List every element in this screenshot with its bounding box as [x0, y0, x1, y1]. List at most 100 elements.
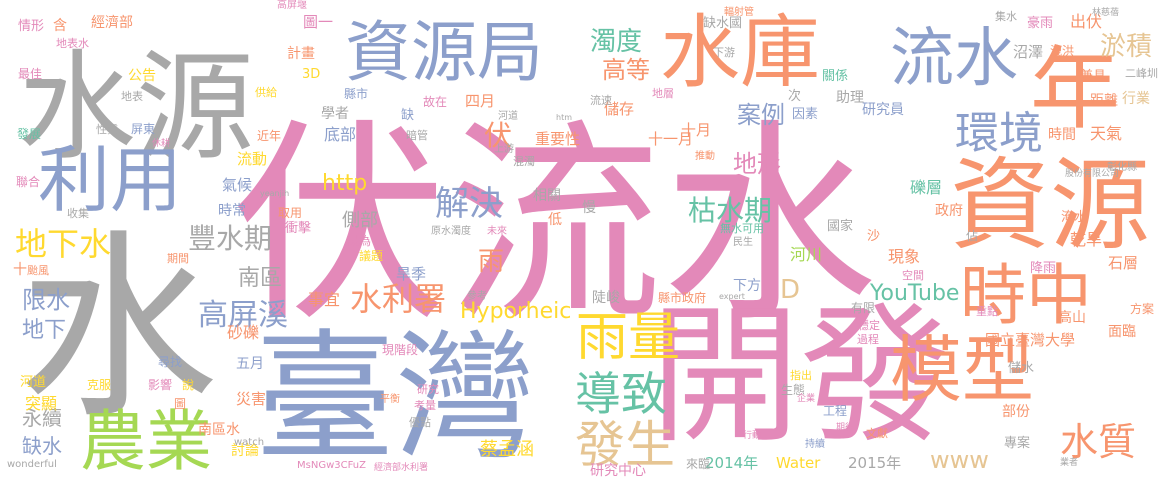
- cloud-word-u964du96e8: 降雨: [1030, 261, 1056, 276]
- cloud-word-u76f8u95dc: 相關: [533, 188, 561, 204]
- cloud-word-u4f86u81e8: 來臨: [686, 457, 710, 471]
- cloud-word-u9ad8u5c71: 高山: [1058, 309, 1086, 326]
- cloud-word-u7a81u986f: 突顯: [25, 394, 57, 413]
- cloud-word-youtube: YouTube: [869, 281, 959, 306]
- cloud-word-u9ad8u5c4fu5830: 高屏堰: [277, 0, 307, 11]
- cloud-word-u8f3bu5c04u7ba1: 輻射管: [724, 5, 754, 18]
- cloud-word-u7814u7a76u4e2du5fc3: 研究中心: [590, 463, 646, 479]
- cloud-word-u9ad8u5c4fu6eaa: 高屏溪: [198, 298, 288, 333]
- cloud-word-u5de5u7a0b: 工程: [823, 403, 847, 418]
- cloud-word-u5c4fu6771: 屏東: [131, 122, 155, 136]
- cloud-word-u5f71u97ff: 影響: [148, 377, 172, 392]
- cloud-word-u6fc1u5ea6: 濁度: [590, 27, 642, 57]
- cloud-word-u4e0bu65b9: 下方: [733, 278, 761, 294]
- cloud-word-u6162: 慢: [582, 199, 596, 216]
- cloud-word-water: Water: [776, 454, 821, 472]
- cloud-word-u5132u6c34: 儲水: [1008, 361, 1034, 376]
- cloud-word-u4f9bu7d66: 供給: [255, 85, 277, 99]
- cloud-word-u7802u792b: 砂礫: [227, 323, 259, 342]
- cloud-word-u5716u4e00: 圖一: [303, 13, 333, 31]
- cloud-word-u6307u51fa: 指出: [790, 368, 812, 382]
- cloud-word-u4f01u696d: 企業: [797, 392, 815, 404]
- cloud-word-u9762u81e8: 面臨: [1108, 324, 1136, 340]
- cloud-word-u8fb2u696d: 農業: [80, 403, 212, 480]
- cloud-word-u6c34: 水: [18, 213, 218, 446]
- cloud-word-2015u5e74: 2015年: [848, 454, 901, 472]
- cloud-word-u5229u7528: 利用: [38, 138, 182, 222]
- cloud-word-u91cdu8981u6027: 重要性: [535, 130, 580, 148]
- cloud-word-htm: htm: [556, 113, 572, 122]
- cloud-word-u6df7u6fc1: 混濁: [513, 155, 535, 168]
- cloud-word-u6c11u751f: 民生: [733, 235, 753, 248]
- cloud-word-u570bu7acbu81fau7063u5927u5b78: 國立臺灣大學: [985, 331, 1075, 349]
- cloud-word-u6b21: 次: [788, 88, 801, 104]
- cloud-word-u5730u5c64: 地層: [652, 87, 674, 100]
- cloud-word-u53c3u8003: 參考: [467, 289, 487, 302]
- cloud-word-u767cu5c55: 發展: [17, 126, 41, 141]
- cloud-word-u8003u91cf: 考量: [414, 399, 436, 412]
- cloud-word-u7f3au6c34u570b: 缺水國: [703, 16, 742, 31]
- cloud-word-u77f3u5c64: 石層: [1108, 254, 1138, 272]
- cloud-word-u5e74: 年: [1030, 37, 1120, 142]
- cloud-word-3d: 3D: [302, 67, 320, 82]
- cloud-word-u4f54: 佔: [966, 229, 978, 243]
- cloud-word-u767cu751f: 發生: [575, 416, 675, 474]
- cloud-word-u8aaa: 說: [182, 377, 194, 392]
- cloud-word-u4e94u6708: 五月: [236, 356, 264, 372]
- cloud-word-u5730u4e0bu6c34: 地下水: [15, 225, 111, 263]
- cloud-word-u4e8bu5b9c: 事宜: [308, 290, 340, 309]
- cloud-word-u73feu968eu6bb5: 現階段: [382, 342, 418, 357]
- cloud-word-u6700u4f73: 最佳: [18, 67, 42, 81]
- cloud-word-u6587u737b: 文獻: [866, 426, 888, 440]
- cloud-word-u6cb3u9053: 河道: [20, 375, 46, 390]
- cloud-word-expert: expert: [719, 292, 745, 301]
- cloud-word-u60c5u5f62: 情形: [18, 19, 44, 34]
- cloud-word-u6df9u6c34: 淹水: [1061, 210, 1087, 225]
- cloud-word-u5132u5b58: 儲存: [604, 100, 634, 118]
- cloud-word-u6848u4f8b: 案例: [737, 101, 785, 129]
- cloud-word-u5c0eu81f4: 導致: [575, 367, 667, 421]
- cloud-word-u5074u90e8: 側部: [342, 210, 378, 231]
- cloud-word-u539fu6c34u6fc1u5ea6: 原水濁度: [431, 224, 471, 237]
- cloud-word-u5730u4e0b: 地下: [22, 318, 66, 343]
- cloud-word-u53d6u7528: 取用: [278, 206, 302, 220]
- cloud-word-u5730u8868: 地表: [121, 89, 143, 103]
- cloud-word-u5341u4e00u6708: 十一月: [648, 130, 693, 148]
- cloud-word-u6642u9593: 時間: [1048, 127, 1076, 143]
- cloud-word-u4f0f: 伏: [484, 119, 512, 152]
- cloud-word-u81fau7063: 臺灣: [255, 317, 535, 480]
- cloud-word-u5b78u8005: 學者: [321, 106, 349, 122]
- cloud-word-http: http: [322, 171, 367, 196]
- cloud-word-u6c34u5eab: 水庫: [660, 6, 820, 99]
- cloud-word-u7d93u6fdfu90e8u6c34u5229u7f72: 經濟部水利署: [374, 461, 428, 473]
- cloud-word-u90e8u4efd: 部份: [1002, 404, 1030, 420]
- cloud-word-u6536u96c6: 收集: [67, 206, 89, 220]
- cloud-word-u6c23u5019: 氣候: [222, 176, 252, 194]
- cloud-word-u6c34u8cea: 水質: [1060, 420, 1136, 464]
- cloud-word-u6c99: 沙: [867, 229, 880, 244]
- cloud-word-u884cu52d5: 行動: [743, 429, 761, 441]
- cloud-word-u5341: 十: [13, 262, 27, 278]
- cloud-word-u904eu7a0b: 過程: [857, 333, 879, 346]
- cloud-word-u7814u7a76u54e1: 研究員: [862, 102, 904, 118]
- cloud-word-u5929u6c23: 天氣: [1090, 124, 1122, 143]
- cloud-word-u6cb3u5ddd: 河川: [790, 245, 822, 264]
- cloud-word-u8fd1u5e74: 近年: [257, 129, 281, 143]
- cloud-word-u4f4e: 低: [548, 212, 562, 228]
- cloud-word-u91cdu9ede: 重點: [976, 304, 998, 318]
- cloud-word-u5357u5340: 南區: [238, 266, 282, 291]
- cloud-word-u517cu5177: 兼具: [1080, 69, 1106, 84]
- cloud-word-u98b1u98a8: 颱風: [27, 264, 49, 277]
- cloud-word-u885du64ca: 衝擊: [285, 220, 311, 236]
- cloud-word-2014u5e74: 2014年: [705, 454, 758, 472]
- cloud-word-u4e7eu65f1: 乾旱: [1070, 230, 1102, 249]
- cloud-word-u51fau4f0f: 出伏: [1070, 12, 1102, 31]
- cloud-word-u4e0bu6e38: 下游: [713, 46, 735, 59]
- cloud-word-www: www: [930, 446, 989, 474]
- cloud-word-u96e8u91cf: 雨量: [576, 308, 680, 368]
- cloud-word-u8cc7u6e90: 資源: [950, 147, 1150, 264]
- cloud-word-u7a7au9593: 空間: [902, 268, 924, 282]
- cloud-word-u884cu696d: 行業: [1122, 91, 1150, 107]
- cloud-word-u5357u5340u6c34: 南區水: [198, 422, 240, 438]
